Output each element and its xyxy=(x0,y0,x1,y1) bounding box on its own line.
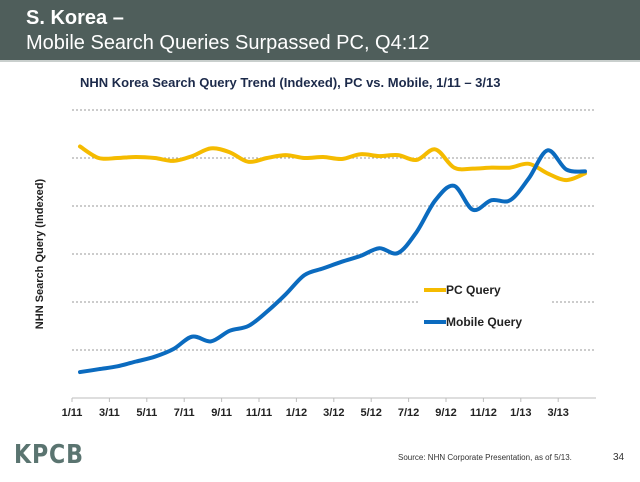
x-tick-label: 1/12 xyxy=(286,407,307,419)
pc-query-line xyxy=(78,144,587,183)
x-tick-label: 3/11 xyxy=(99,407,120,419)
x-tick-label: 9/11 xyxy=(211,407,232,419)
legend-label-mobile-query: Mobile Query xyxy=(446,315,522,329)
x-tick-label: 1/11 xyxy=(62,407,83,419)
page-number: 34 xyxy=(613,452,625,463)
x-tick-label: 5/11 xyxy=(136,407,157,419)
legend-box xyxy=(420,276,552,336)
chart-title: NHN Korea Search Query Trend (Indexed), … xyxy=(80,75,501,90)
slide-title-line1: S. Korea – xyxy=(26,7,124,29)
x-tick-label: 7/12 xyxy=(398,407,419,419)
x-tick-label: 1/13 xyxy=(510,407,531,419)
source-note: Source: NHN Corporate Presentation, as o… xyxy=(398,453,572,462)
x-tick-label: 3/13 xyxy=(547,407,568,419)
x-tick-label: 5/12 xyxy=(360,407,381,419)
x-tick-label: 9/12 xyxy=(435,407,456,419)
slide-title-line2: Mobile Search Queries Surpassed PC, Q4:1… xyxy=(26,32,430,54)
x-tick-label: 3/12 xyxy=(323,407,344,419)
mobile-query-line xyxy=(78,148,587,375)
kpcb-logo: KPCB xyxy=(14,440,84,470)
x-tick-label: 11/11 xyxy=(246,407,272,419)
x-tick-label: 11/12 xyxy=(470,407,497,419)
slide-header: S. Korea – Mobile Search Queries Surpass… xyxy=(0,0,640,62)
legend-label-pc-query: PC Query xyxy=(446,283,501,297)
x-tick-label: 7/11 xyxy=(174,407,195,419)
